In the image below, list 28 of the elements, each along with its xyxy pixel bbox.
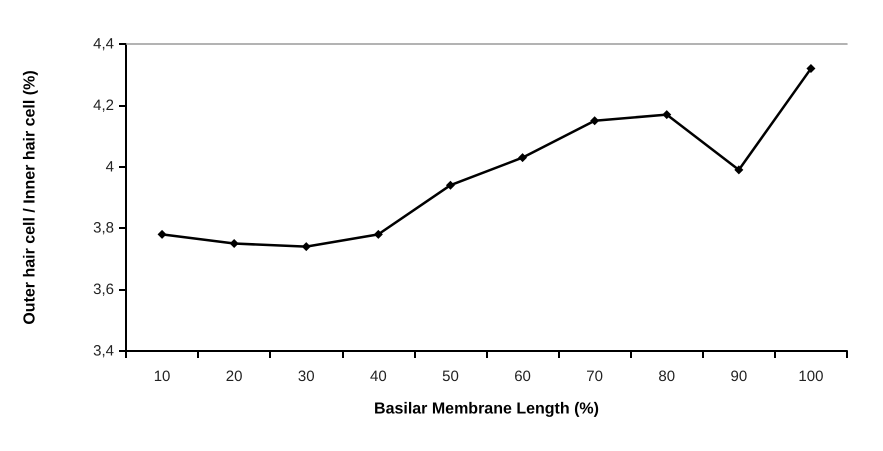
- point: [158, 230, 167, 239]
- y-tick-label: 4: [106, 158, 114, 176]
- point: [446, 180, 455, 190]
- point: [662, 110, 672, 120]
- x-tick-label: 80: [658, 368, 676, 385]
- y-tick-label: 3,6: [93, 281, 114, 298]
- y-tick-label: 4,4: [93, 36, 114, 52]
- y-tick-label: 3,8: [93, 220, 114, 237]
- x-axis-title: Basilar Membrane Length (%): [374, 400, 599, 418]
- point: [590, 116, 600, 126]
- y-axis-title: Outer hair cell / Inner hair cell (%): [22, 70, 38, 325]
- x-tick-label: 40: [370, 368, 387, 385]
- x-tick-label: 10: [154, 368, 170, 385]
- x-tick-label: 100: [798, 368, 824, 385]
- point: [806, 64, 816, 74]
- x-tick-label: 70: [586, 368, 603, 385]
- x-tick-label: 50: [442, 368, 459, 385]
- point: [230, 239, 239, 248]
- y-tick-label: 4,2: [93, 96, 114, 114]
- x-tick-label: 20: [226, 368, 242, 385]
- point: [734, 165, 744, 174]
- point: [518, 153, 528, 162]
- x-tick-label: 90: [730, 368, 748, 385]
- x-tick-label: 60: [514, 368, 531, 385]
- y-tick-label: 3,4: [93, 342, 114, 360]
- point: [302, 242, 311, 252]
- x-tick-label: 30: [298, 368, 315, 385]
- point: [374, 230, 383, 239]
